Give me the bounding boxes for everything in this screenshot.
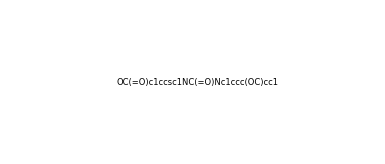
Text: OC(=O)c1ccsc1NC(=O)Nc1ccc(OC)cc1: OC(=O)c1ccsc1NC(=O)Nc1ccc(OC)cc1 bbox=[116, 78, 278, 87]
